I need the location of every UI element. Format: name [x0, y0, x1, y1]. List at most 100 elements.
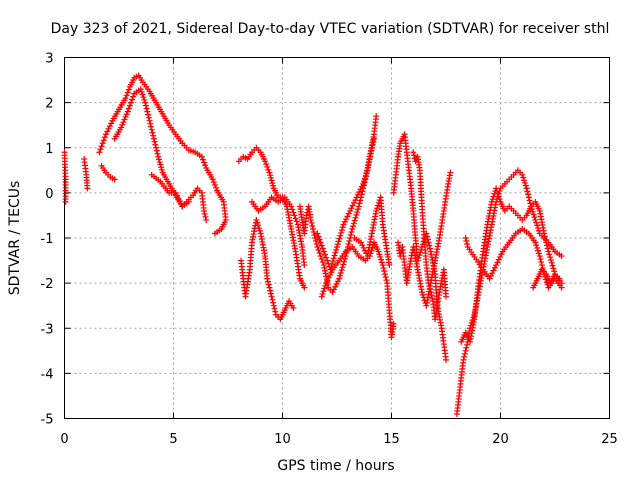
data-point [373, 207, 380, 214]
data-point [550, 265, 557, 272]
data-point [353, 194, 360, 201]
data-point [490, 193, 497, 200]
data-point [319, 259, 326, 266]
data-point [141, 96, 148, 103]
data-point [521, 179, 528, 186]
data-point [145, 111, 152, 118]
data-point [487, 272, 494, 279]
data-point [154, 150, 161, 157]
data-point [255, 225, 262, 232]
data-point [100, 137, 107, 144]
data-point [343, 216, 350, 223]
data-point [489, 196, 496, 203]
data-point [525, 191, 532, 198]
data-point [345, 210, 352, 217]
data-point [357, 239, 364, 246]
data-point [291, 212, 298, 219]
data-point [526, 197, 533, 204]
data-point [198, 153, 205, 160]
data-point [427, 245, 434, 252]
data-point [534, 222, 541, 229]
x-tick-label: 0 [60, 432, 68, 447]
data-point [462, 235, 469, 241]
data-point [428, 292, 435, 299]
data-point [333, 246, 340, 253]
data-point [175, 195, 182, 202]
data-point [122, 113, 129, 120]
data-point [356, 200, 363, 207]
data-point [318, 242, 325, 249]
data-point [288, 203, 295, 210]
data-point [347, 231, 354, 238]
data-point [525, 194, 532, 201]
data-point [157, 161, 164, 168]
data-point [527, 200, 534, 207]
data-point [267, 172, 274, 179]
x-tick-label: 15 [383, 432, 400, 447]
data-point [426, 242, 433, 249]
data-point [139, 91, 146, 98]
data-point [150, 135, 157, 142]
data-point [491, 264, 498, 271]
y-tick-label: -5 [41, 413, 54, 428]
data-point [265, 281, 272, 288]
data-point [270, 302, 277, 309]
data-point [149, 129, 156, 136]
data-point [351, 217, 358, 224]
data-point [140, 94, 147, 101]
data-point [533, 219, 540, 226]
y-axis-label: SDTVAR / TECUs [7, 181, 23, 296]
data-point [548, 259, 555, 266]
data-point [317, 239, 324, 246]
data-point [263, 161, 270, 168]
data-point [419, 289, 426, 296]
data-point [498, 251, 505, 258]
data-point [386, 262, 393, 269]
data-point [122, 95, 129, 102]
data-point [424, 236, 431, 243]
data-point [142, 99, 149, 106]
data-point [490, 267, 497, 274]
data-point [156, 159, 163, 166]
data-point [325, 274, 332, 281]
data-point [308, 219, 315, 226]
data-point [549, 262, 556, 269]
data-point [361, 178, 368, 185]
data-point [264, 275, 271, 282]
data-point [255, 222, 262, 229]
data-point [310, 228, 317, 235]
data-point [486, 275, 493, 282]
data-point [313, 241, 320, 248]
data-point [336, 275, 343, 282]
data-point [350, 220, 357, 227]
data-point [201, 159, 208, 166]
data-point [339, 224, 346, 231]
data-point [322, 282, 329, 289]
data-point [429, 295, 436, 302]
data-point [173, 192, 180, 199]
data-point [359, 242, 366, 249]
y-tick-label: 3 [45, 52, 53, 67]
data-point [349, 225, 356, 232]
data-point [524, 188, 531, 195]
data-point [201, 210, 208, 217]
data-point [337, 232, 344, 239]
data-point [290, 209, 297, 216]
data-point [318, 256, 325, 263]
data-point [99, 140, 106, 147]
data-point [124, 89, 131, 96]
data-point [253, 216, 260, 223]
data-point [544, 245, 551, 252]
data-point [202, 162, 209, 169]
data-point [267, 287, 274, 294]
data-point [185, 198, 192, 205]
data-point [320, 288, 327, 295]
data-point [324, 257, 331, 264]
data-point [532, 216, 539, 223]
data-point [293, 218, 300, 225]
data-point [272, 308, 279, 315]
y-tick-label: 0 [45, 187, 53, 202]
data-point [497, 253, 504, 260]
data-point [519, 171, 526, 178]
